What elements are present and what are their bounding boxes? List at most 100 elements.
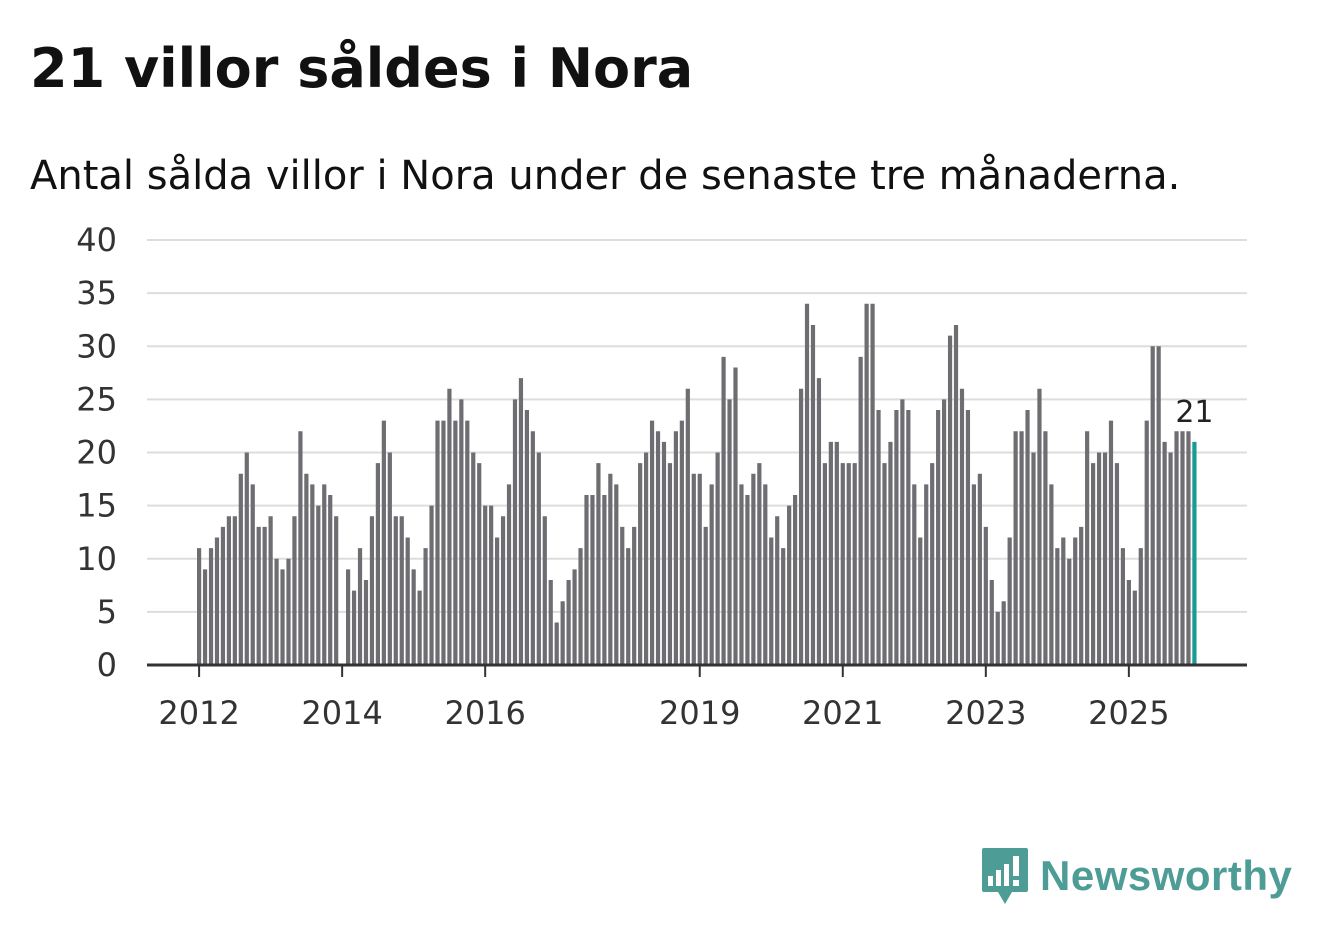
bar: [876, 410, 881, 665]
bar: [697, 473, 702, 665]
bar: [584, 495, 589, 665]
bar: [1067, 558, 1072, 665]
bar: [1037, 388, 1042, 665]
bar-highlight: [1192, 441, 1197, 665]
y-tick-label: 30: [76, 327, 117, 365]
data-labels: 21: [1175, 395, 1213, 430]
bar: [244, 452, 249, 665]
bar: [1079, 526, 1084, 665]
bar: [912, 484, 917, 665]
y-tick-label: 25: [76, 380, 117, 418]
bar: [208, 548, 214, 665]
bar: [649, 420, 655, 665]
bar: [804, 303, 810, 665]
bar: [918, 537, 923, 665]
x-axis-ticks: 2012 2014 2016 2019 2021 2023 2025: [158, 665, 1170, 732]
bar: [500, 516, 506, 665]
chart-subtitle: Antal sålda villor i Nora under de senas…: [30, 153, 1181, 199]
bar: [691, 473, 696, 665]
bar: [274, 558, 279, 665]
bar: [1108, 420, 1114, 665]
bar: [1091, 463, 1096, 665]
bar: [483, 505, 488, 665]
bar: [214, 537, 220, 665]
bar: [1049, 484, 1054, 665]
bar: [822, 463, 827, 665]
bar: [292, 516, 297, 665]
bar: [1132, 590, 1137, 665]
bar: [560, 601, 565, 665]
gridlines: [147, 239, 1247, 613]
bar: [399, 516, 404, 665]
bar: [357, 548, 363, 665]
bar: [1138, 548, 1143, 665]
bar: [250, 484, 255, 665]
bar: [1180, 431, 1185, 665]
y-tick-label: 20: [76, 434, 117, 472]
bar: [709, 484, 714, 665]
bar: [638, 463, 643, 665]
bar: [1025, 410, 1030, 665]
bar: [864, 303, 869, 665]
bar: [673, 431, 678, 665]
bar: [1001, 601, 1006, 665]
bar: [965, 410, 971, 665]
bar: [375, 463, 380, 665]
bar: [322, 484, 327, 665]
bar: [781, 548, 786, 665]
bar: [1096, 452, 1102, 665]
bar: [661, 441, 667, 665]
bar: [924, 484, 929, 665]
bar: [834, 441, 839, 665]
bar: [417, 590, 422, 665]
y-tick-label: 35: [76, 274, 117, 312]
bar: [465, 420, 470, 665]
bar: [1126, 580, 1131, 665]
bar: [506, 484, 512, 665]
bar: [614, 484, 619, 665]
bar: [745, 495, 750, 665]
bar: [554, 622, 559, 665]
bar-chart-speech-bubble-icon: [982, 848, 1028, 904]
bar: [280, 569, 285, 665]
bar: [530, 431, 535, 665]
bar: [977, 473, 982, 665]
bar: [1114, 463, 1120, 665]
bar: [810, 325, 816, 665]
bar: [542, 516, 547, 665]
bar: [429, 505, 434, 665]
bar: [411, 569, 416, 665]
bar: [1013, 431, 1018, 665]
bar: [685, 388, 690, 665]
bar: [268, 516, 273, 665]
bar: [930, 463, 935, 665]
bar: [828, 441, 833, 665]
bar: [852, 463, 857, 665]
bar: [608, 473, 613, 665]
last-value-label: 21: [1175, 395, 1213, 430]
bar: [751, 473, 756, 665]
bar: [381, 420, 386, 665]
bar: [226, 516, 231, 665]
bar: [548, 580, 553, 665]
bar: [220, 526, 226, 665]
bar: [667, 463, 673, 665]
bar: [453, 420, 458, 665]
brand-logo: Newsworthy: [980, 846, 1292, 906]
bar: [393, 516, 398, 665]
bar: [739, 484, 744, 665]
bar: [286, 558, 291, 665]
bar: [602, 495, 607, 665]
x-tick-label: 2023: [945, 694, 1026, 732]
bar: [578, 548, 583, 665]
bar: [518, 378, 524, 665]
bar: [334, 516, 339, 665]
y-tick-label: 0: [97, 646, 117, 684]
bar: [572, 569, 577, 665]
bar: [447, 388, 452, 665]
bar: [858, 356, 863, 665]
bar: [298, 431, 303, 665]
bar: [936, 410, 941, 665]
bar: [906, 410, 911, 665]
bar: [626, 548, 631, 665]
